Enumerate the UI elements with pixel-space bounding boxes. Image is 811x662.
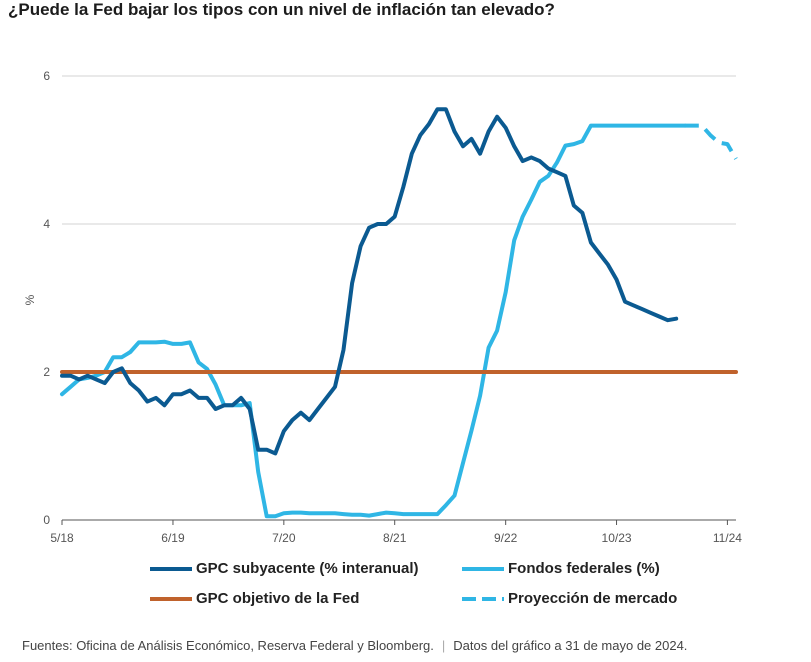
footer: Fuentes: Oficina de Análisis Económico, … — [22, 638, 687, 653]
x-tick-label: 10/23 — [602, 531, 632, 545]
series-lines — [60, 107, 738, 519]
chart-title: ¿Puede la Fed bajar los tipos con un niv… — [8, 0, 555, 19]
y-tick-label: 0 — [43, 513, 50, 527]
footer-separator: | — [441, 638, 446, 653]
footer-sources: Fuentes: Oficina de Análisis Económico, … — [22, 638, 434, 653]
x-tick-label: 8/21 — [383, 531, 407, 545]
x-tick-label: 9/22 — [494, 531, 518, 545]
footer-date-note: Datos del gráfico a 31 de mayo de 2024. — [453, 638, 688, 653]
x-axis-ticks: 5/18 6/19 7/20 8/21 9/22 10/23 11/24 — [50, 520, 742, 545]
y-tick-label: 2 — [43, 365, 50, 379]
x-tick-label: 5/18 — [50, 531, 74, 545]
series-line-proj — [684, 123, 738, 160]
series-line-core — [60, 107, 679, 456]
x-tick-label: 11/24 — [713, 531, 742, 545]
gridlines — [62, 75, 736, 373]
x-tick-label: 7/20 — [272, 531, 296, 545]
y-axis-label: % — [23, 294, 37, 305]
y-axis-ticks: 0 2 4 6 — [43, 69, 50, 527]
x-tick-label: 6/19 — [161, 531, 185, 545]
y-tick-label: 6 — [43, 69, 50, 83]
y-tick-label: 4 — [43, 217, 50, 231]
series-line-fed — [60, 123, 687, 519]
